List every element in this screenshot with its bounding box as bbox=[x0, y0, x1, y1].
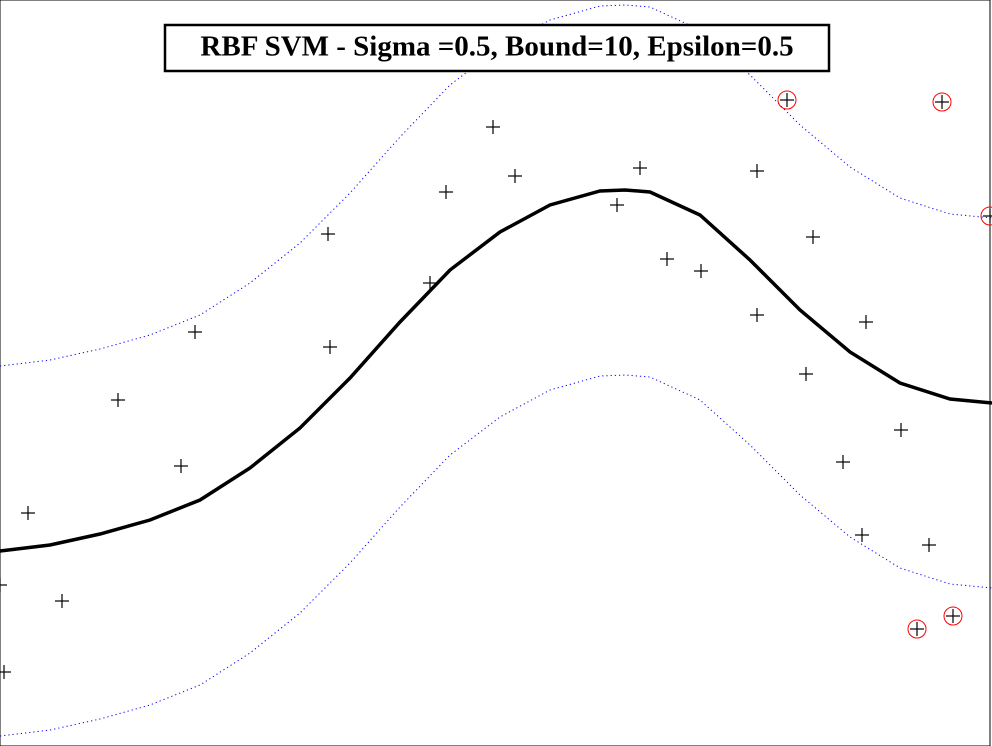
data-point bbox=[750, 164, 764, 178]
data-point bbox=[111, 393, 125, 407]
margin-line bbox=[0, 4, 992, 367]
data-point bbox=[894, 423, 908, 437]
data-point bbox=[806, 230, 820, 244]
data-point bbox=[983, 209, 992, 223]
data-point bbox=[21, 506, 35, 520]
data-point bbox=[0, 665, 11, 679]
data-point bbox=[55, 594, 69, 608]
data-point bbox=[836, 455, 850, 469]
data-point bbox=[910, 622, 924, 636]
data-point bbox=[423, 276, 437, 290]
curves bbox=[0, 4, 992, 737]
data-point bbox=[610, 198, 624, 212]
chart-title: RBF SVM - Sigma =0.5, Bound=10, Epsilon=… bbox=[200, 31, 793, 63]
data-point bbox=[174, 459, 188, 473]
data-point bbox=[321, 227, 335, 241]
support-vector bbox=[932, 92, 952, 112]
data-point bbox=[439, 185, 453, 199]
data-point bbox=[508, 169, 522, 183]
data-point bbox=[188, 325, 202, 339]
data-point bbox=[323, 340, 337, 354]
data-point bbox=[922, 538, 936, 552]
data-point bbox=[855, 528, 869, 542]
data-point bbox=[946, 609, 960, 623]
data-point bbox=[633, 161, 647, 175]
support-vector bbox=[777, 90, 797, 110]
margin-line bbox=[0, 374, 992, 737]
regression-line bbox=[0, 188, 992, 553]
data-point bbox=[750, 308, 764, 322]
data-point bbox=[935, 95, 949, 109]
support-vector bbox=[943, 606, 963, 626]
support-vector bbox=[907, 619, 927, 639]
data-point bbox=[780, 93, 794, 107]
data-point bbox=[799, 367, 813, 381]
data-point bbox=[0, 578, 7, 592]
data-point bbox=[859, 315, 873, 329]
points bbox=[0, 90, 992, 679]
support-vector bbox=[980, 206, 992, 226]
data-point bbox=[660, 252, 674, 266]
title-box bbox=[163, 23, 831, 73]
data-point bbox=[694, 264, 708, 278]
data-point bbox=[486, 120, 500, 134]
